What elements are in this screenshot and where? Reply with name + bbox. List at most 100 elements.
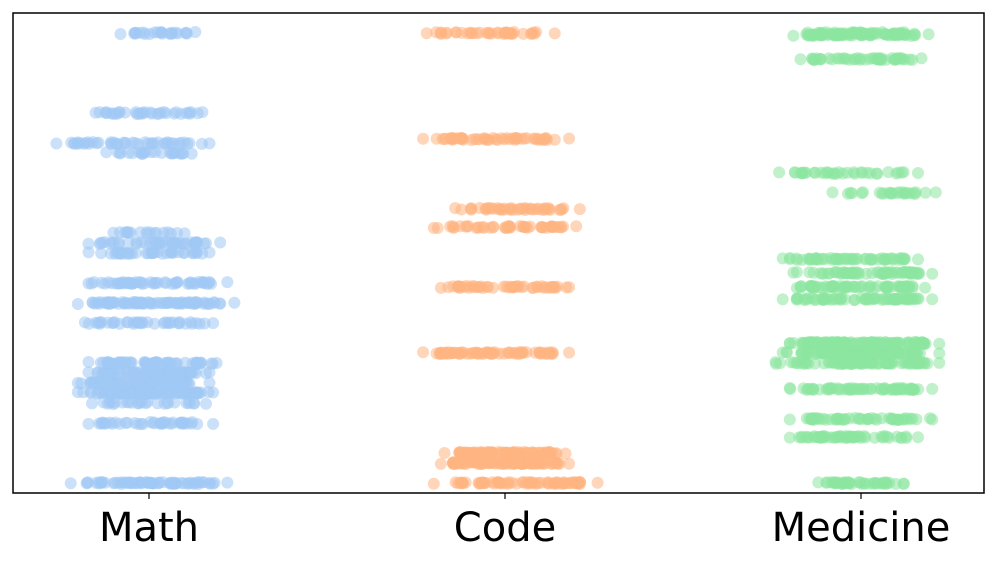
data-point-math xyxy=(207,317,220,330)
data-point-math xyxy=(130,108,143,120)
data-point-math xyxy=(159,357,172,369)
data-point-code xyxy=(498,347,511,360)
data-point-math xyxy=(87,276,100,289)
data-point-math xyxy=(114,28,127,40)
data-point-math xyxy=(91,366,104,379)
data-point-code xyxy=(477,221,490,234)
data-point-medicine xyxy=(849,26,862,39)
data-point-math xyxy=(113,367,126,380)
data-point-medicine xyxy=(857,186,869,199)
data-point-medicine xyxy=(783,431,796,444)
data-point-medicine xyxy=(855,166,868,179)
data-point-code xyxy=(560,281,573,294)
x-tick-label-math: Math xyxy=(99,505,199,551)
data-point-math xyxy=(97,396,110,409)
data-point-code xyxy=(457,281,470,294)
data-point-math xyxy=(133,377,146,390)
data-point-code xyxy=(573,203,586,216)
data-point-medicine xyxy=(816,292,829,305)
data-point-medicine xyxy=(813,383,826,396)
data-point-math xyxy=(82,366,95,379)
data-point-code xyxy=(504,133,516,146)
data-point-code xyxy=(539,202,552,215)
data-point-medicine xyxy=(892,166,905,179)
data-point-math xyxy=(134,226,147,239)
data-point-math xyxy=(221,276,234,289)
data-point-medicine xyxy=(827,280,840,293)
data-point-medicine xyxy=(912,431,924,444)
data-point-medicine xyxy=(891,336,904,349)
data-point-medicine xyxy=(926,293,939,306)
data-point-medicine xyxy=(803,266,816,279)
data-point-math xyxy=(71,298,84,310)
data-point-math xyxy=(183,277,196,290)
data-point-medicine xyxy=(863,477,876,490)
data-point-medicine xyxy=(851,252,863,265)
data-point-medicine xyxy=(820,476,833,489)
data-point-medicine xyxy=(864,280,877,292)
data-point-medicine xyxy=(801,347,814,360)
data-point-medicine xyxy=(933,347,946,360)
data-point-math xyxy=(228,296,241,309)
data-point-math xyxy=(156,247,169,260)
data-point-code xyxy=(558,477,570,490)
data-point-math xyxy=(192,276,205,288)
data-point-medicine xyxy=(859,431,872,444)
data-point-code xyxy=(430,347,443,360)
data-point-medicine xyxy=(808,430,821,443)
data-point-medicine xyxy=(851,52,864,65)
data-point-medicine xyxy=(790,293,803,306)
data-point-math xyxy=(122,226,135,239)
data-point-medicine xyxy=(833,28,846,40)
data-point-medicine xyxy=(795,280,808,293)
data-point-math xyxy=(102,367,115,380)
data-point-medicine xyxy=(859,252,872,265)
data-point-math xyxy=(68,137,81,150)
data-point-math xyxy=(144,276,157,289)
data-point-medicine xyxy=(836,338,849,350)
data-point-code xyxy=(459,476,472,489)
data-point-medicine xyxy=(933,356,946,369)
data-point-medicine xyxy=(919,281,932,294)
data-point-code xyxy=(438,133,451,146)
data-point-medicine xyxy=(788,166,801,179)
data-point-math xyxy=(148,317,161,330)
data-point-medicine xyxy=(864,167,877,180)
data-point-math xyxy=(207,417,220,430)
data-point-medicine xyxy=(880,477,893,490)
data-point-math xyxy=(153,237,166,250)
data-point-medicine xyxy=(899,412,912,425)
data-point-medicine xyxy=(840,267,852,280)
data-point-medicine xyxy=(922,28,935,41)
data-point-code xyxy=(485,446,498,459)
data-point-medicine xyxy=(829,476,842,489)
data-point-medicine xyxy=(809,252,822,265)
data-point-code xyxy=(431,222,444,234)
data-point-math xyxy=(82,237,95,250)
data-point-code xyxy=(591,476,604,489)
data-point-code xyxy=(518,221,531,233)
data-point-math xyxy=(106,107,119,120)
data-point-medicine xyxy=(906,281,919,294)
data-point-math xyxy=(168,237,181,249)
data-point-medicine xyxy=(905,382,918,395)
data-point-medicine xyxy=(822,52,835,65)
data-point-math xyxy=(198,317,211,330)
data-point-code xyxy=(546,220,559,233)
data-point-math xyxy=(132,316,145,329)
data-point-medicine xyxy=(829,356,842,369)
data-point-math xyxy=(148,367,161,380)
data-point-math xyxy=(159,316,172,329)
data-point-math xyxy=(121,247,134,260)
data-point-math xyxy=(154,387,167,400)
x-ticks: Math Code Medicine xyxy=(99,493,950,551)
data-point-math xyxy=(161,296,174,309)
data-point-code xyxy=(491,476,504,488)
data-point-math xyxy=(114,387,127,400)
data-point-math xyxy=(129,137,142,149)
data-point-medicine xyxy=(807,337,820,350)
data-point-math xyxy=(75,377,88,390)
data-point-math xyxy=(112,236,125,249)
data-point-medicine xyxy=(784,383,797,395)
data-point-math xyxy=(200,397,212,410)
